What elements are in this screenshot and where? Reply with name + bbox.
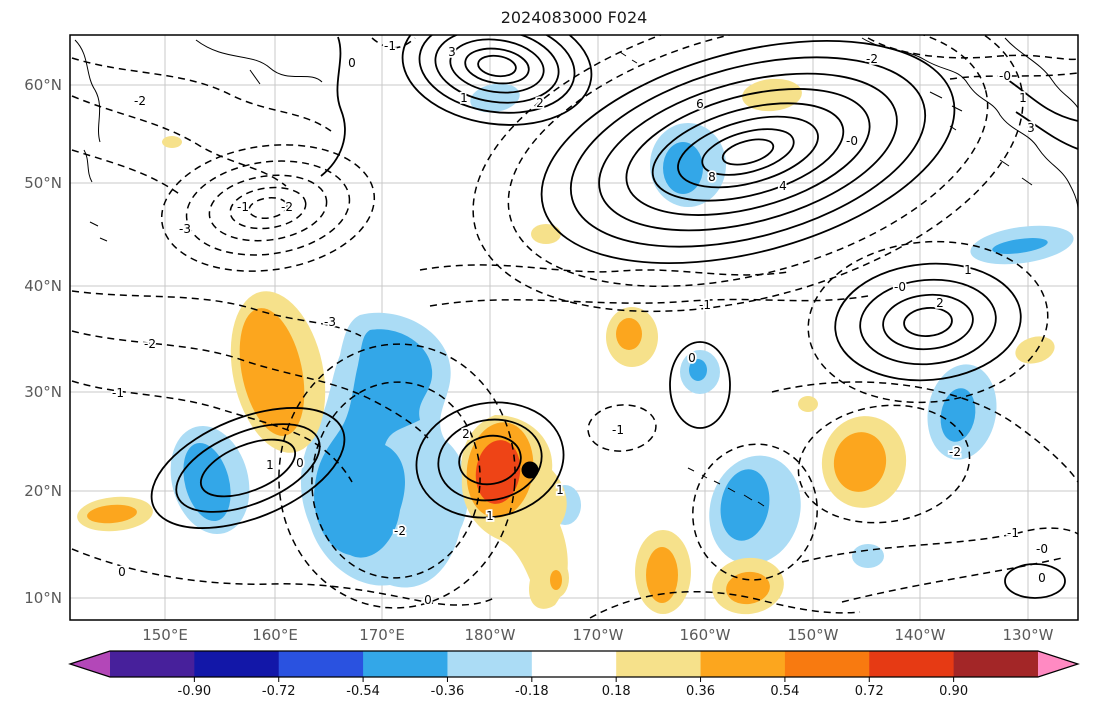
contour-label: -2 xyxy=(866,52,878,66)
contour-value-labels: -2 -1 0 3 1 2 -2 -0 1 3 6 8 4 -0 -1 -2 -3 -3 -2 -1 -1 0 -0 1 2 1 0… xyxy=(110,37,1049,609)
colorbar-tick-label: -0.72 xyxy=(261,684,296,699)
contour-label: -0 xyxy=(999,69,1011,83)
colorbar-segment xyxy=(447,651,533,677)
contour-label: -2 xyxy=(281,200,293,214)
lon-tick-150e: 150°E xyxy=(142,626,188,644)
lon-tick-170w: 170°W xyxy=(572,626,624,644)
colorbar-tick-label: 0.36 xyxy=(686,684,715,699)
colorbar-segment xyxy=(363,651,449,677)
colorbar-tick-label: 0.54 xyxy=(770,684,800,699)
lon-tick-160e: 160°E xyxy=(252,626,298,644)
contour-label: -0 xyxy=(894,280,906,294)
colorbar-segment xyxy=(531,651,617,677)
lon-tick-170e: 170°E xyxy=(359,626,405,644)
colorbar-segment xyxy=(700,651,786,677)
colorbar-segment xyxy=(953,651,1039,677)
colorbar-segment xyxy=(194,651,280,677)
contour-label: 1 xyxy=(266,458,274,472)
contour-label: -0 xyxy=(846,134,858,148)
contour-label: 4 xyxy=(779,179,787,193)
contour-label: 1 xyxy=(1019,91,1027,105)
contour-label: -1 xyxy=(237,200,249,214)
colorbar-tick-label: -0.90 xyxy=(177,684,212,699)
colorbar-tick-label: 0.18 xyxy=(601,684,631,699)
figure-title: 2024083000 F024 xyxy=(500,8,648,27)
contour-label: -1 xyxy=(699,298,711,312)
contour-label: 6 xyxy=(696,97,704,111)
contour-label: -2 xyxy=(949,445,961,459)
colorbar-tick-label: -0.54 xyxy=(346,684,380,699)
contour-label: -3 xyxy=(179,222,191,236)
contours-solid xyxy=(150,35,1078,599)
colorbar-under-arrow xyxy=(70,651,110,677)
contour-label: 3 xyxy=(1027,121,1035,135)
contour-label: 0 xyxy=(1038,571,1046,585)
colorbar xyxy=(68,650,1080,682)
colorbar-tick-label: -0.36 xyxy=(430,684,465,699)
colorbar-outline xyxy=(68,650,1080,678)
contour-label: 2 xyxy=(936,296,944,310)
colorbar-segment xyxy=(278,651,364,677)
colorbar-segment xyxy=(616,651,702,677)
lat-tick-30n: 30°N xyxy=(24,383,62,401)
lon-tick-130w: 130°W xyxy=(1002,626,1054,644)
contour-label: 0 xyxy=(348,56,356,70)
contour-label: 1 xyxy=(556,483,564,497)
lat-tick-40n: 40°N xyxy=(24,277,62,295)
colorbar-tick-label: 0.72 xyxy=(854,684,884,699)
contour-label: 2 xyxy=(462,427,470,441)
analysis-point-marker xyxy=(521,461,539,479)
contour-label: -3 xyxy=(324,315,336,329)
contour-label: 1 xyxy=(460,91,468,105)
lon-tick-140w: 140°W xyxy=(894,626,946,644)
contour-label: 2 xyxy=(536,96,544,110)
contour-label: -1 xyxy=(384,39,396,53)
lat-tick-50n: 50°N xyxy=(24,174,62,192)
colorbar-segment xyxy=(110,651,195,677)
contour-label: -1 xyxy=(612,423,624,437)
contour-label: 0 xyxy=(118,565,126,579)
contour-label: -1 xyxy=(112,386,124,400)
contour-label: 0 xyxy=(296,456,304,470)
contour-label: -2 xyxy=(144,337,156,351)
contour-label: 0 xyxy=(688,351,696,365)
lat-tick-20n: 20°N xyxy=(24,482,62,500)
contour-label: -2 xyxy=(134,94,146,108)
colorbar-segment xyxy=(784,651,870,677)
anomaly-shading xyxy=(77,78,1074,615)
coastlines xyxy=(74,37,1078,507)
colorbar-over-arrow xyxy=(1038,651,1078,677)
lon-tick-180w: 180°W xyxy=(464,626,516,644)
contour-label: -0 xyxy=(1036,542,1048,556)
contour-label: -1 xyxy=(1007,526,1019,540)
contour-label: 8 xyxy=(708,170,716,184)
colorbar-tick-label: -0.18 xyxy=(514,684,549,699)
contour-label: -2 xyxy=(394,524,406,538)
lon-tick-150w: 150°W xyxy=(787,626,839,644)
contour-label: 3 xyxy=(448,45,456,59)
lon-tick-160w: 160°W xyxy=(679,626,731,644)
lat-tick-60n: 60°N xyxy=(24,76,62,94)
contour-label: 1 xyxy=(486,509,494,523)
contour-label: 1 xyxy=(964,263,972,277)
lat-tick-10n: 10°N xyxy=(24,589,62,607)
colorbar-segment xyxy=(869,651,955,677)
contour-label: 0 xyxy=(424,593,432,607)
map-border xyxy=(69,34,1079,621)
colorbar-tick-label: 0.90 xyxy=(939,684,969,699)
